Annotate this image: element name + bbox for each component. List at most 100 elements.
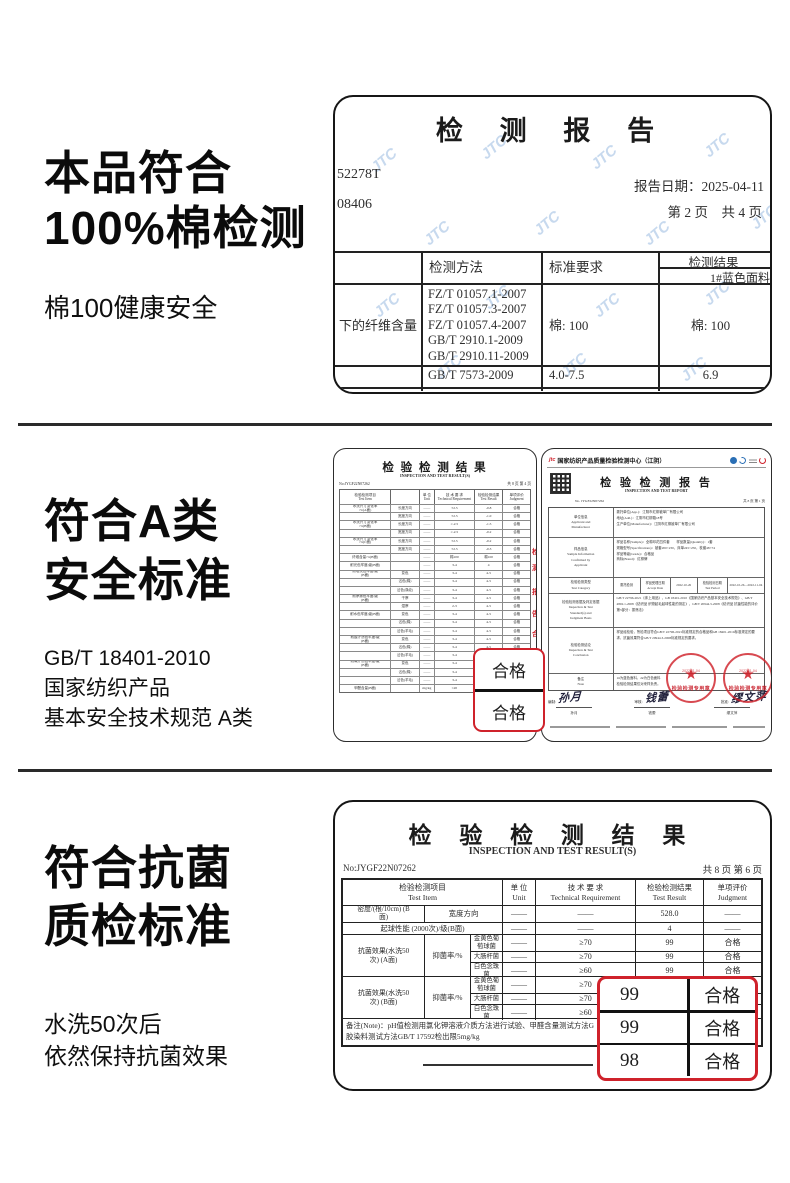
row-content: GB/T 22796-2021《床上用品》、GB 18401-2010《国家纺织… (616, 596, 758, 612)
table-cell: 合格 (503, 561, 530, 569)
table-row: 耐摩擦色牢度/级 (B面) 干摩 —— 3-4 4-5 合格 (340, 594, 530, 603)
table-cell: 合格 (503, 504, 530, 512)
col-header-result: 检测结果 (688, 256, 739, 270)
cell-item: 起球性能 (2000次)/级(B面) (343, 923, 503, 934)
red-stamp-fragment: 测 (532, 563, 536, 573)
cert-swoosh-icon (737, 455, 748, 465)
callout-divider (600, 1042, 755, 1045)
table-cell: ±2.5 (434, 536, 475, 545)
pass-cell: 合格 (475, 650, 543, 689)
row-label: 备注 Note (549, 674, 614, 690)
cert-arc-icon (759, 456, 766, 464)
row-content: 1#为蓝色面料，2#为白色面料 检验检测结果仅对来样负责。 (616, 676, 661, 686)
table-row: 耐水色牢度/级(B面) 变色 —— 3-4 4-5 合格 (340, 610, 530, 619)
signature: 孙月 (557, 689, 583, 706)
report-title: 检 测 报 告 (435, 116, 670, 146)
table-cell: 4-5 (474, 569, 504, 578)
section-divider (18, 423, 772, 426)
table-cell: 变色 (391, 635, 420, 644)
table-cell: ±2.5 (434, 504, 475, 513)
table-cell: 合格 (503, 585, 530, 594)
report-info-table: 单位信息 Applicant and Manufacturer 委托单位(App… (548, 507, 765, 691)
subtitle-line: 基本安全技术规范 A类 (44, 706, 253, 730)
table-line (658, 267, 770, 269)
table-cell: 耐碱汗渍色牢度/级 (B面) (340, 659, 392, 668)
signature-line (634, 707, 670, 708)
report-no: No:JYGF22N07262 (339, 482, 370, 486)
table-cell: 3-4 (434, 610, 475, 619)
header-rule (547, 467, 766, 468)
table-cell: 3-4 (434, 675, 475, 685)
callout-divider (687, 1012, 690, 1043)
report-subtitle: INSPECTION AND TEST REPORT (625, 488, 688, 493)
table-row: 宽度方向 —— ±2.5 -1.0 合格 (340, 512, 530, 521)
table-row: 检验检测依据及判定依据 Inspection & Test Standard(s… (549, 594, 764, 628)
seal-banner-text: 检验检测专用章 (728, 686, 768, 693)
cell-req: —— (536, 923, 636, 934)
table-cell: 3-4 (434, 651, 475, 660)
table-row: 水洗尺寸变化率 /%(B面) 长度方向 —— ≥-2.5 -1.5 合格 (340, 520, 530, 529)
cell-unit: —— (503, 962, 536, 979)
headline-line: 安全标准 (44, 553, 232, 606)
table-cell: -0.8 (474, 504, 504, 513)
row-label: 检验检测结论 Inspection & Test Conclusion (549, 628, 614, 673)
note-line: 胶染料测试方法GB/T 17592检出限5mg/kg (346, 1031, 480, 1041)
table-cell: 合格 (503, 643, 530, 651)
table-cell: 耐摩擦色牢度/级 (B面) (340, 594, 392, 603)
table-row: 检验检测类型 Test Category 委托检测 样品受理日期 Accept … (549, 578, 764, 594)
table-cell: 3-4 (434, 577, 475, 586)
table-cell: 沾色(羊毛) (391, 651, 420, 660)
table-cell: 合格 (503, 618, 530, 627)
table-cell: 沾色(涤纶) (391, 585, 420, 595)
report-pages: 共 8 页 第 1 页 (743, 499, 765, 503)
cell-bacteria: 大肠杆菌 (471, 993, 503, 1004)
report-subtitle: INSPECTION AND TEST RESULT(S) (468, 846, 637, 857)
cert-text-icon (748, 457, 757, 463)
table-line (335, 387, 770, 389)
table-row: 起球性能 (2000次)/级(B面) —— —— 4 —— (343, 923, 761, 935)
cell-res: 99 (636, 951, 704, 962)
cell-bacteria: 大肠杆菌 (471, 951, 503, 962)
table-line (335, 283, 770, 285)
method-item: GB/T 2910.1-2009 (428, 333, 523, 348)
table-cell: —— (419, 651, 435, 660)
table-cell: —— (419, 553, 435, 562)
cell-jud: 合格 (724, 965, 741, 975)
row-label: 检验检测类型 Test Category (549, 578, 614, 593)
table-cell: —— (419, 512, 435, 521)
table-cell: 4-5 (474, 610, 504, 619)
table-cell: —— (419, 610, 435, 619)
row-label: 样品信息 Sample Information Confirmed by App… (549, 538, 614, 577)
table-subrow: 白色念珠 菌 —— ≥60 99 合格 (471, 962, 761, 979)
callout-divider (687, 979, 690, 1010)
cell-bacteria: 白色念珠 菌 (471, 962, 503, 979)
table-row: 备注 Note 1#为蓝色面料，2#为白色面料 检验检测结果仅对来样负责。 (549, 674, 764, 690)
callout-pass: 合格 (704, 985, 741, 1006)
table-cell: 合格 (503, 569, 530, 578)
table-note-row: 备注(Note)：pH值检测用氯化钾溶液介质方法进行试验、甲醛含量测试方法G 胶… (343, 1019, 761, 1045)
org-name: 国家纺织产品质量检验检测中心（江阴） (557, 458, 666, 465)
table-cell: 宽度方向 (391, 528, 420, 537)
table-cell: 合格 (503, 553, 530, 561)
table-line (335, 251, 770, 253)
cell-result: 6.9 (702, 368, 719, 382)
table-row: 单位信息 Applicant and Manufacturer 委托单位(App… (549, 508, 764, 538)
table-row: 水洗尺寸变化率 /%(C面) 长度方向 —— ±2.5 -0.2 合格 (340, 536, 530, 545)
table-cell: ≥-2.5 (434, 520, 475, 529)
table-cell: —— (419, 594, 435, 603)
table-cell: -0.2 (474, 528, 504, 537)
table-cell: 4-5 (474, 635, 504, 644)
table-cell (340, 667, 392, 676)
pass-callout-box: 合格 合格 (473, 648, 545, 732)
table-cell: 3-4 (434, 626, 475, 635)
sign-label: 批准: (720, 700, 729, 704)
report-title: 检 验 检 测 报 告 (600, 477, 713, 489)
report-card-antibacterial: 检 验 检 测 结 果 INSPECTION AND TEST RESULT(S… (333, 800, 772, 1091)
table-cell: —— (419, 569, 435, 578)
table-header-cell: 检验检测项目 Test Item (343, 880, 503, 905)
table-cell (340, 512, 392, 521)
cell-req: ≥70 (536, 935, 636, 951)
pass-value: 合格 (492, 662, 526, 681)
note-underline (423, 1064, 593, 1066)
